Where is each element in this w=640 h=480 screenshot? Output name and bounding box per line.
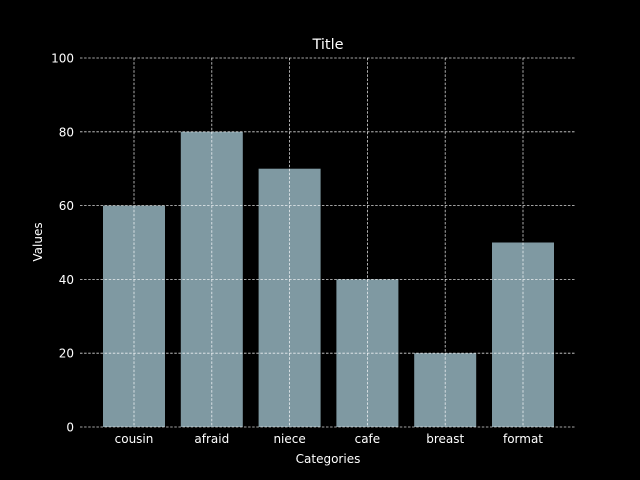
x-tick-label: afraid <box>194 432 229 446</box>
y-tick-label: 60 <box>59 199 74 213</box>
y-tick-label: 80 <box>59 125 74 139</box>
y-axis-ticks: 0 20 40 60 80 100 <box>51 52 74 435</box>
y-axis-label: Values <box>31 222 45 261</box>
grid-layer <box>80 57 576 428</box>
x-tick-label: cousin <box>115 432 154 446</box>
x-axis-ticks: cousin afraid niece cafe breast format <box>115 432 544 446</box>
y-tick-label: 40 <box>59 273 74 287</box>
x-axis-label: Categories <box>296 452 361 466</box>
x-tick-label: breast <box>426 432 464 446</box>
x-tick-label: niece <box>273 432 305 446</box>
x-tick-label: format <box>503 432 543 446</box>
y-tick-label: 0 <box>66 421 74 435</box>
chart-title: Title <box>311 37 343 53</box>
y-tick-label: 20 <box>59 347 74 361</box>
x-tick-label: cafe <box>355 432 381 446</box>
y-tick-label: 100 <box>51 52 74 66</box>
